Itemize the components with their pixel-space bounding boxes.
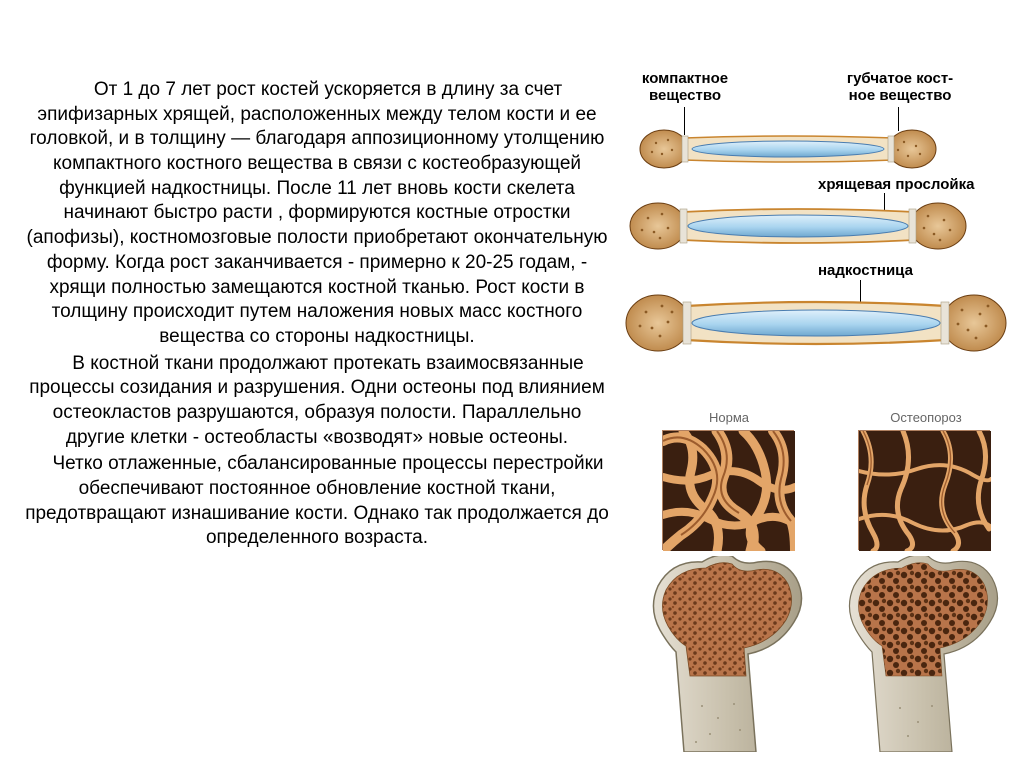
osteoporosis-diagram: Норма Остеопороз bbox=[624, 410, 1014, 750]
label-cartilage: хрящевая прослойка bbox=[818, 176, 998, 193]
label-spongy: губчатое кост-ное вещество bbox=[820, 70, 980, 105]
bone-stage-2 bbox=[628, 200, 968, 252]
trabecular-osteoporosis bbox=[858, 430, 990, 550]
paragraph-3: Четко отлаженные, сбалансированные проце… bbox=[24, 452, 610, 551]
femur-osteoporosis bbox=[844, 556, 1004, 750]
paragraph-2: В костной ткани продолжают протекать вза… bbox=[24, 352, 610, 451]
label-compact: компактноевещество bbox=[630, 70, 740, 105]
femur-normal bbox=[648, 556, 808, 750]
bone-stage-1 bbox=[638, 128, 938, 170]
paragraph-1: От 1 до 7 лет рост костей ускоряется в д… bbox=[24, 78, 610, 350]
bone-stage-3 bbox=[624, 292, 1008, 354]
label-normal: Норма bbox=[694, 410, 764, 425]
label-periosteum: надкостница bbox=[818, 262, 938, 279]
trabecular-normal bbox=[662, 430, 794, 550]
label-osteoporosis: Остеопороз bbox=[876, 410, 976, 425]
